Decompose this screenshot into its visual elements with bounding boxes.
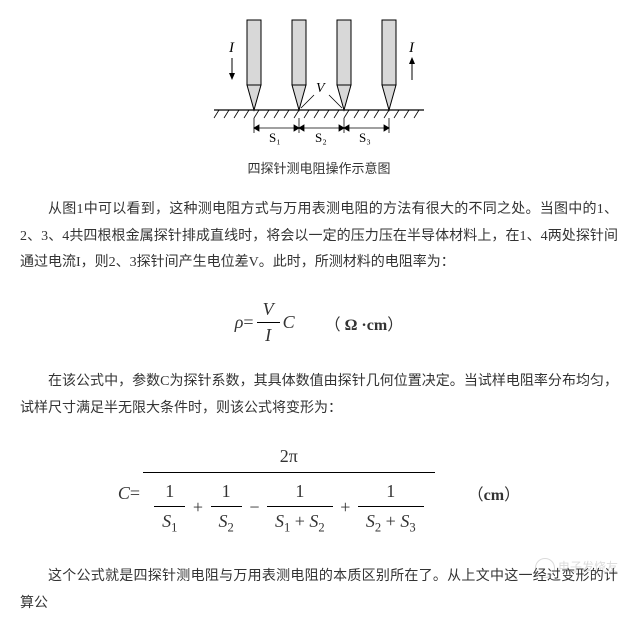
diagram-caption: 四探针测电阻操作示意图 (20, 158, 618, 177)
watermark-logo-icon (535, 558, 555, 578)
current-right-label: I (408, 40, 415, 56)
formula-1: ρ = V I C （ Ω ·cm） (20, 297, 618, 349)
f1-unit-sym: Ω ·cm (345, 317, 388, 334)
f2-d2num: 1 (214, 477, 239, 507)
f2-d1sub: 1 (171, 521, 177, 535)
f2-d3rsub: 2 (318, 521, 324, 535)
f2-d4num: 1 (378, 477, 403, 507)
f2-unit-open: （ (468, 487, 484, 504)
probe-4 (382, 20, 396, 110)
f2-d1s: S (162, 511, 171, 531)
f2-d2s: S (219, 511, 228, 531)
probe-diagram: I I V S₁ S₂ S (20, 10, 618, 177)
probe-3 (337, 20, 351, 110)
f2-d3plus: + (290, 511, 309, 531)
f1-tail: C (283, 312, 295, 333)
f2-d4rs: S (400, 511, 409, 531)
f2-d1num: 1 (157, 477, 182, 507)
f2-d4rsub: 3 (409, 521, 415, 535)
s1-label: S₁ (269, 130, 281, 145)
f2-d4ls: S (366, 511, 375, 531)
f1-unit-open: （ (325, 317, 345, 334)
current-left-label: I (228, 40, 235, 56)
f2-d4plus: + (381, 511, 400, 531)
f1-lhs: ρ (235, 312, 244, 333)
voltage-label: V (316, 81, 326, 96)
f2-minus: − (249, 497, 264, 517)
f2-lhs: C (118, 483, 130, 504)
s3-label: S₃ (359, 130, 371, 145)
probe-1 (247, 20, 261, 110)
f2-d3ls: S (275, 511, 284, 531)
f1-unit-close: ） (387, 317, 403, 334)
watermark: 电子发烧友 (535, 558, 618, 578)
f2-d2sub: 2 (228, 521, 234, 535)
f2-top: 2π (272, 442, 306, 472)
paragraph-2: 在该公式中，参数C为探针系数，其具体数值由探针几何位置决定。当试样电阻率分布均匀… (20, 369, 618, 422)
f2-unit: （cm） (468, 481, 520, 505)
formula-2: C = 2π 1 S1 + 1 S2 − 1 (20, 442, 618, 544)
paragraph-1: 从图1中可以看到，这种测电阻方式与万用表测电阻的方法有很大的不同之处。当图中的1… (20, 197, 618, 277)
probe-2 (292, 20, 306, 110)
watermark-text: 电子发烧友 (558, 560, 618, 574)
probe-diagram-svg: I I V S₁ S₂ S (189, 10, 449, 145)
f1-unit: （ Ω ·cm） (325, 311, 404, 335)
f2-plus2: + (340, 497, 355, 517)
f2-eq: = (130, 483, 140, 504)
f1-eq: = (243, 312, 253, 333)
f2-plus1: + (193, 497, 208, 517)
f2-unit-close: ） (504, 487, 520, 504)
s2-label: S₂ (315, 130, 327, 145)
f2-d3num: 1 (287, 477, 312, 507)
f1-num: V (257, 297, 280, 323)
f2-unit-sym: cm (484, 487, 504, 504)
f1-den: I (259, 323, 277, 349)
paragraph-3: 这个公式就是四探针测电阻与万用表测电阻的本质区别所在了。从上文中这一经过变形的计… (20, 564, 618, 617)
